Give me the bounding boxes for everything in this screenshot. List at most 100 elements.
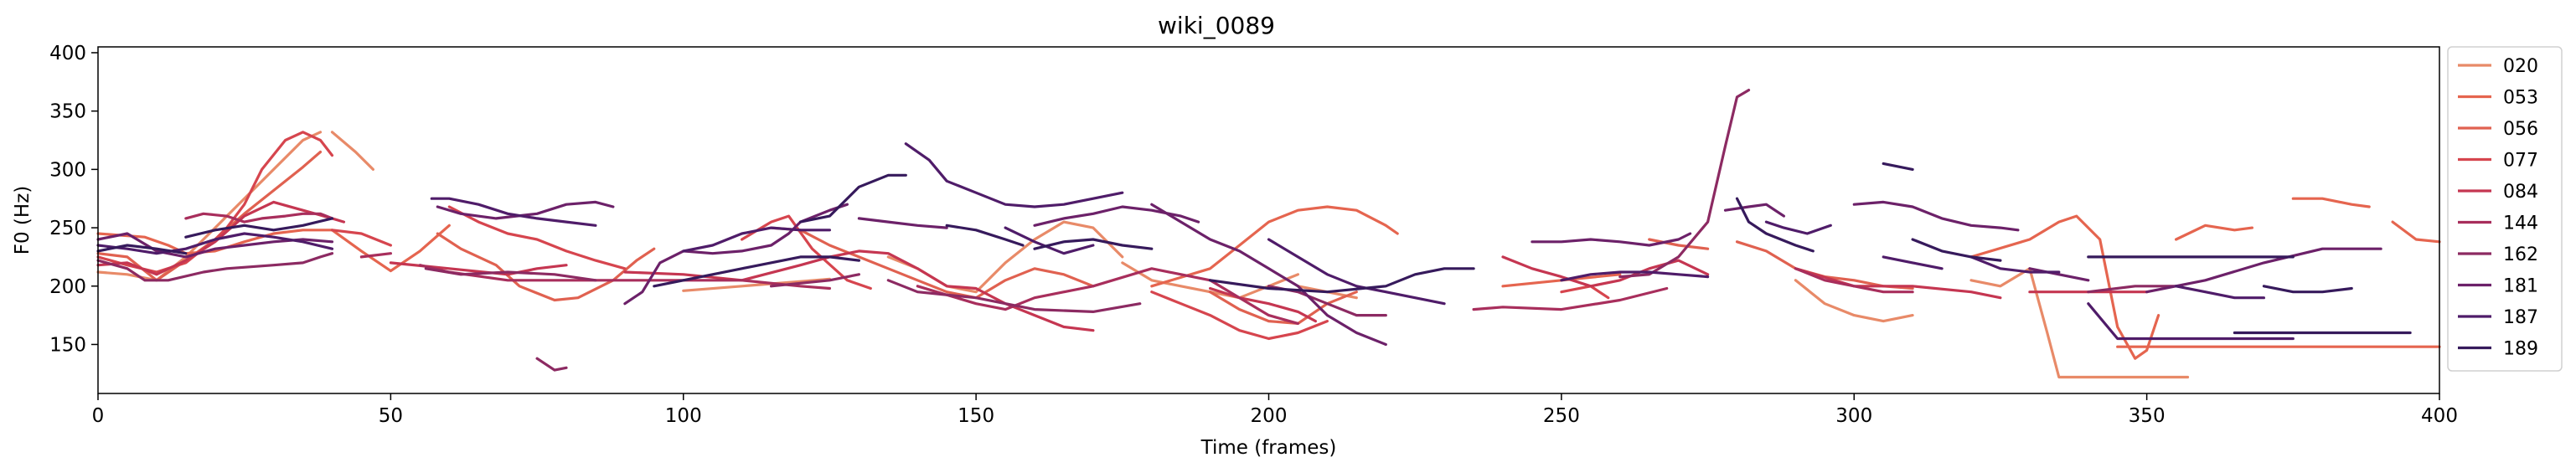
series-162-segment-0	[96, 252, 334, 282]
series-077-segment-4	[1150, 290, 1329, 341]
x-axis-label: Time (frames)	[1200, 437, 1337, 459]
series-077-segment-5	[1560, 285, 1610, 300]
series-187-segment-11	[2175, 285, 2265, 300]
series-077-segment-0	[96, 131, 334, 274]
legend-label-056: 056	[2503, 119, 2538, 140]
series-053-segment-6	[2391, 220, 2441, 244]
legend-label-181: 181	[2503, 276, 2538, 297]
series-189-segment-1	[184, 217, 334, 239]
series-189-segment-9	[1911, 238, 2002, 262]
series-187-segment-8	[1882, 255, 1944, 270]
series-187-segment-7	[1764, 220, 1832, 235]
series-189-segment-3	[798, 173, 907, 224]
series-181-segment-7	[1723, 203, 1785, 218]
series-187-segment-2	[682, 226, 832, 253]
plot-lines	[96, 88, 2441, 379]
series-181-segment-4	[1033, 205, 1200, 227]
series-084-segment-2	[623, 249, 1095, 332]
y-axis-ticks: 150 200 250 300 350 400	[49, 43, 98, 356]
series-181-segment-5	[1150, 203, 1387, 347]
x-tick-label: 100	[665, 405, 702, 427]
x-tick-label: 200	[1251, 405, 1288, 427]
y-tick-label: 150	[49, 334, 86, 356]
series-084-segment-3	[1208, 286, 1318, 323]
legend-label-084: 084	[2503, 182, 2538, 203]
series-077-segment-2	[447, 205, 627, 270]
y-axis-label: F0 (Hz)	[12, 186, 34, 255]
x-axis-ticks: 0 50 100 150 200 250 300 350 400	[92, 393, 2458, 427]
series-187-segment-0	[96, 232, 334, 255]
series-189-segment-7	[1735, 197, 1815, 253]
series-189-segment-11	[2262, 285, 2353, 294]
y-tick-label: 250	[49, 218, 86, 239]
series-144-segment-4	[916, 267, 1300, 325]
series-181-segment-8	[1852, 200, 2020, 232]
series-181-segment-3	[857, 217, 948, 229]
series-162-segment-4	[886, 279, 1142, 313]
series-144-segment-3	[682, 279, 832, 290]
series-187-segment-9	[1969, 255, 2061, 274]
series-162-segment-7	[2087, 285, 2184, 294]
legend-label-189: 189	[2503, 339, 2538, 360]
series-144-segment-6	[1794, 267, 1914, 294]
y-tick-label: 300	[49, 159, 86, 181]
legend-label-144: 144	[2503, 213, 2538, 234]
series-020-segment-1	[330, 131, 374, 171]
legend-label-187: 187	[2503, 307, 2538, 328]
series-053-segment-1	[1150, 205, 1399, 288]
legend-label-020: 020	[2503, 56, 2538, 77]
series-144-segment-0	[184, 212, 334, 224]
legend: 020 053 056 077 084 144 162 181 187 189	[2447, 46, 2563, 372]
series-077-segment-3	[740, 214, 872, 290]
series-187-segment-3	[904, 142, 1124, 208]
legend-label-053: 053	[2503, 88, 2538, 109]
series-162-segment-3	[769, 273, 861, 288]
y-tick-label: 400	[49, 43, 86, 64]
series-144-segment-1	[359, 252, 392, 259]
series-053-segment-3	[1969, 214, 2160, 360]
series-181-segment-2	[623, 203, 849, 306]
x-tick-label: 350	[2129, 405, 2166, 427]
series-189-segment-2	[653, 255, 861, 288]
x-tick-label: 50	[379, 405, 403, 427]
series-077-segment-1	[330, 229, 392, 247]
series-181-segment-9	[2028, 267, 2090, 282]
series-053-segment-5	[2291, 197, 2371, 208]
x-tick-label: 0	[92, 405, 105, 427]
x-tick-label: 250	[1543, 405, 1580, 427]
chart-title: wiki_0089	[1158, 12, 1275, 39]
series-053-segment-4	[2175, 224, 2253, 241]
x-tick-label: 300	[1835, 405, 1872, 427]
x-tick-label: 150	[958, 405, 994, 427]
series-189-segment-0	[96, 244, 188, 255]
series-020-segment-7	[1969, 267, 2190, 379]
legend-label-162: 162	[2503, 244, 2538, 265]
series-056-segment-1	[436, 232, 656, 302]
y-tick-label: 200	[49, 276, 86, 298]
series-187-segment-1	[430, 197, 597, 227]
series-181-segment-10	[2145, 247, 2382, 294]
plot-frame	[97, 46, 2440, 394]
series-084-segment-4	[1501, 255, 1710, 288]
series-056-segment-4	[1648, 238, 1710, 250]
series-162-segment-2	[535, 357, 568, 372]
series-189-segment-4	[945, 224, 1025, 247]
x-tick-label: 400	[2421, 405, 2458, 427]
series-189-segment-6	[1208, 267, 1475, 294]
series-187-segment-4	[1004, 226, 1095, 255]
series-189-segment-5	[1033, 238, 1154, 250]
y-tick-label: 350	[49, 101, 86, 123]
series-181-segment-6	[1531, 232, 1692, 247]
series-181-segment-1	[436, 200, 615, 220]
series-162-segment-6	[1618, 88, 1751, 279]
series-162-segment-1	[424, 267, 597, 282]
series-056-segment-2	[769, 226, 1095, 300]
series-187-segment-5	[1267, 238, 1446, 306]
series-020-segment-6	[1794, 279, 1914, 323]
series-189-segment-8	[1882, 162, 1914, 171]
series-056-segment-3	[1208, 290, 1358, 325]
series-084-segment-5	[1794, 267, 2002, 300]
series-187-segment-6	[1560, 270, 1710, 282]
series-187-segment-10	[2087, 302, 2295, 341]
